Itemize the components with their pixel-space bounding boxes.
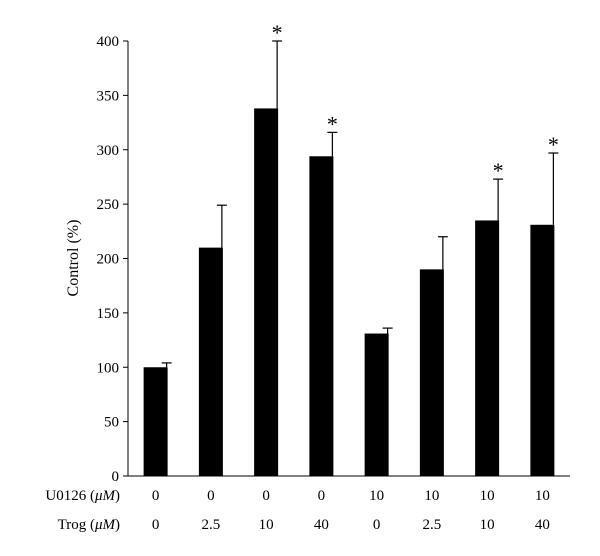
u0126-label-0: 0 bbox=[152, 488, 160, 504]
row-label-trog-suffix: ) bbox=[115, 517, 120, 533]
y-tick-label-2: 100 bbox=[97, 360, 120, 376]
y-axis-label: Control (%) bbox=[65, 220, 82, 297]
bar-1 bbox=[198, 247, 223, 476]
axes bbox=[127, 41, 570, 477]
y-tick-label-8: 400 bbox=[97, 34, 120, 50]
trog-label-2: 10 bbox=[259, 517, 274, 533]
y-tick-label-6: 300 bbox=[97, 143, 120, 159]
y-tick-label-0: 0 bbox=[112, 469, 120, 485]
bar-4 bbox=[364, 333, 389, 476]
u0126-label-2: 0 bbox=[262, 488, 270, 504]
bar-3 bbox=[309, 156, 334, 476]
bar-2 bbox=[254, 108, 279, 477]
trog-label-4: 0 bbox=[373, 517, 381, 533]
row-label-trog-unit: μM bbox=[94, 517, 117, 533]
u0126-label-3: 0 bbox=[318, 488, 326, 504]
u0126-label-5: 10 bbox=[424, 488, 439, 504]
y-tick-label-5: 250 bbox=[97, 197, 120, 213]
row-label-u0126-suffix: ) bbox=[115, 488, 120, 504]
row-label-trog: Trog (μM) bbox=[58, 517, 120, 533]
error-bars bbox=[161, 40, 559, 368]
trog-label-6: 10 bbox=[480, 517, 495, 533]
u0126-label-4: 10 bbox=[369, 488, 384, 504]
y-tick-label-7: 350 bbox=[97, 88, 120, 104]
bar-7 bbox=[530, 224, 555, 476]
bars bbox=[143, 108, 555, 477]
u0126-label-6: 10 bbox=[480, 488, 495, 504]
trog-label-5: 2.5 bbox=[423, 517, 442, 533]
bar-5 bbox=[419, 269, 444, 476]
significance-mark-3: * bbox=[327, 111, 338, 136]
bar-0 bbox=[143, 367, 168, 476]
y-tick-label-3: 150 bbox=[97, 306, 120, 322]
row-label-u0126-unit: μM bbox=[94, 488, 117, 504]
trog-label-0: 0 bbox=[152, 517, 160, 533]
bar-6 bbox=[475, 220, 500, 476]
significance-mark-7: * bbox=[548, 132, 559, 157]
y-ticks: 0 50 100 150 200 250 300 350 400 bbox=[97, 34, 128, 485]
significance-marks: * * * * bbox=[272, 20, 559, 183]
significance-mark-6: * bbox=[493, 158, 504, 183]
category-labels: 0 0 0 2.5 0 10 0 40 10 0 10 2.5 10 10 10 40 bbox=[152, 488, 550, 533]
u0126-label-1: 0 bbox=[207, 488, 215, 504]
trog-label-3: 40 bbox=[314, 517, 329, 533]
row-label-trog-prefix: Trog ( bbox=[58, 517, 95, 533]
y-tick-label-1: 50 bbox=[104, 415, 119, 431]
row-label-u0126: U0126 (μM) bbox=[45, 488, 120, 504]
significance-mark-2: * bbox=[272, 20, 283, 45]
trog-label-1: 2.5 bbox=[202, 517, 221, 533]
y-tick-label-4: 200 bbox=[97, 252, 120, 268]
trog-label-7: 40 bbox=[535, 517, 550, 533]
u0126-label-7: 10 bbox=[535, 488, 550, 504]
row-label-u0126-prefix: U0126 ( bbox=[45, 488, 95, 504]
